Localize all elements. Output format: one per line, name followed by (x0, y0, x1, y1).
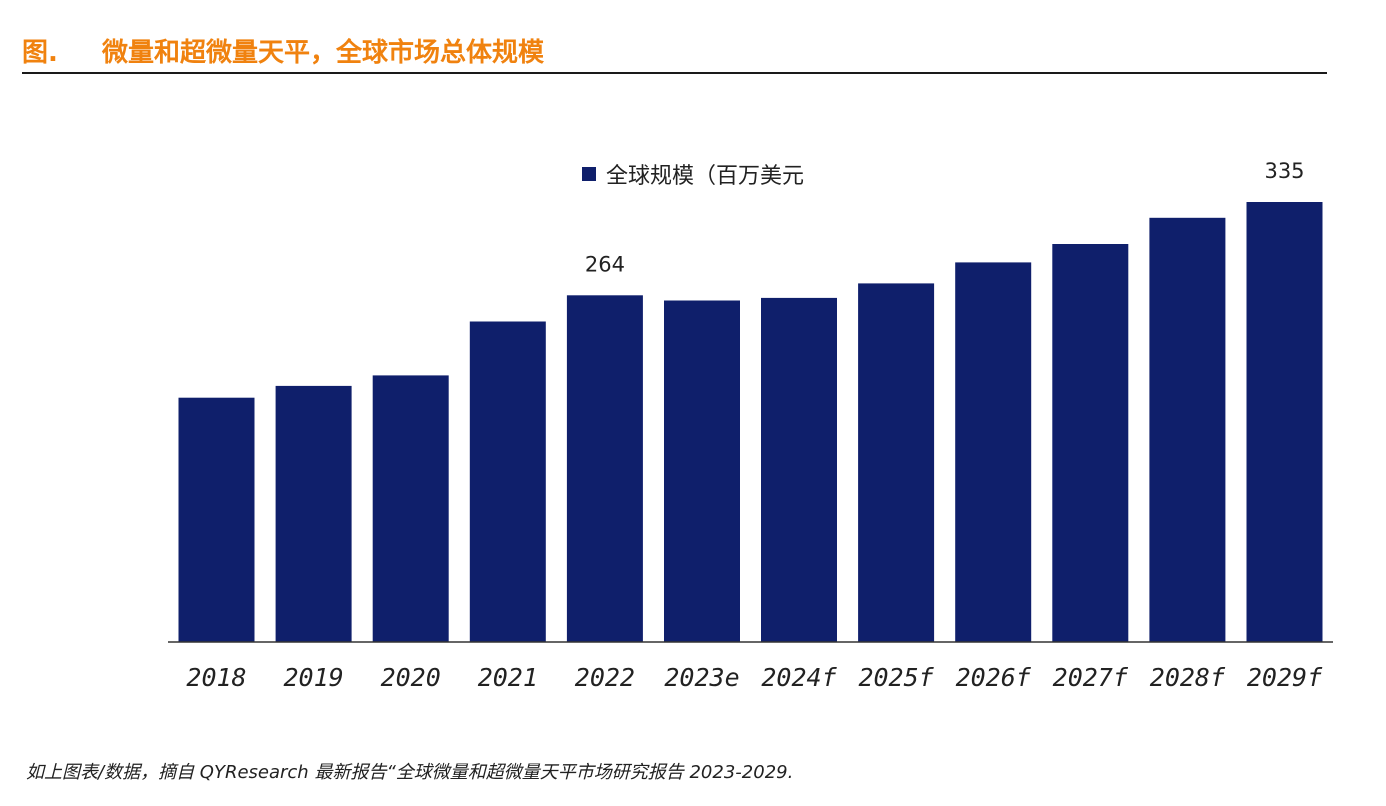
x-tick-label: 2021 (478, 663, 538, 692)
data-label-2022: 264 (585, 252, 625, 276)
bar-2027f (1052, 244, 1129, 642)
bar-2019 (275, 385, 352, 642)
legend-swatch (582, 167, 596, 181)
x-tick-label: 2018 (186, 663, 246, 692)
bar-2021 (469, 321, 546, 642)
x-tick-label: 2027f (1053, 663, 1129, 692)
x-tick-label: 2024f (761, 663, 837, 692)
x-tick-label: 2023e (664, 663, 739, 692)
bar-2022 (566, 295, 643, 642)
x-tick-label: 2022 (575, 663, 635, 692)
bar-2025f (858, 283, 935, 642)
bar-2024f (761, 297, 837, 642)
data-label-2029f: 335 (1264, 159, 1304, 183)
bar-2018 (178, 397, 255, 642)
x-tick-label: 2025f (858, 663, 934, 692)
figure-header: 图. 微量和超微量天平，全球市场总体规模 (22, 28, 1327, 74)
chart-legend: 全球规模（百万美元 (582, 164, 804, 189)
x-tick-label: 2020 (381, 663, 441, 692)
bar-2020 (372, 375, 449, 642)
legend-label: 全球规模（百万美元 (606, 164, 804, 189)
x-tick-label: 2026f (956, 663, 1032, 692)
bar-2028f (1149, 217, 1226, 643)
bar-2029f (1246, 202, 1323, 642)
bar-2026f (955, 262, 1032, 642)
figure-title: 微量和超微量天平，全球市场总体规模 (102, 38, 545, 68)
source-note: 如上图表/数据，摘自 QYResearch 最新报告“全球微量和超微量天平市场研… (26, 762, 794, 783)
x-tick-label: 2028f (1150, 663, 1226, 692)
x-tick-label: 2019 (283, 663, 343, 692)
x-tick-label: 2029f (1247, 663, 1323, 692)
figure-label: 图. (22, 38, 58, 68)
bar-2023e (664, 300, 740, 642)
